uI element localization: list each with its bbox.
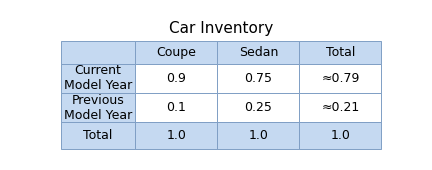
Bar xyxy=(61,64,135,93)
Text: Coupe: Coupe xyxy=(156,46,196,59)
Bar xyxy=(217,122,299,149)
Bar xyxy=(61,122,135,149)
Text: Total: Total xyxy=(83,129,113,142)
Text: Sedan: Sedan xyxy=(239,46,278,59)
Bar xyxy=(135,64,217,93)
Bar xyxy=(299,41,381,64)
Text: ≈0.79: ≈0.79 xyxy=(321,72,360,85)
Bar xyxy=(135,41,217,64)
Text: 0.75: 0.75 xyxy=(245,72,272,85)
Text: Previous
Model Year: Previous Model Year xyxy=(64,94,132,122)
Bar xyxy=(299,93,381,122)
Text: ≈0.21: ≈0.21 xyxy=(321,101,359,114)
Text: 1.0: 1.0 xyxy=(330,129,350,142)
Bar xyxy=(299,122,381,149)
Text: 1.0: 1.0 xyxy=(166,129,186,142)
Bar xyxy=(217,41,299,64)
Bar xyxy=(135,93,217,122)
Bar xyxy=(299,64,381,93)
Bar xyxy=(217,64,299,93)
Text: 0.1: 0.1 xyxy=(166,101,186,114)
Text: 0.9: 0.9 xyxy=(166,72,186,85)
Bar xyxy=(217,93,299,122)
Text: 0.25: 0.25 xyxy=(245,101,272,114)
Text: Current
Model Year: Current Model Year xyxy=(64,64,132,92)
Bar xyxy=(135,122,217,149)
Bar xyxy=(61,93,135,122)
Text: 1.0: 1.0 xyxy=(248,129,268,142)
Text: Car Inventory: Car Inventory xyxy=(169,21,273,36)
Text: Total: Total xyxy=(326,46,355,59)
Bar xyxy=(61,41,135,64)
